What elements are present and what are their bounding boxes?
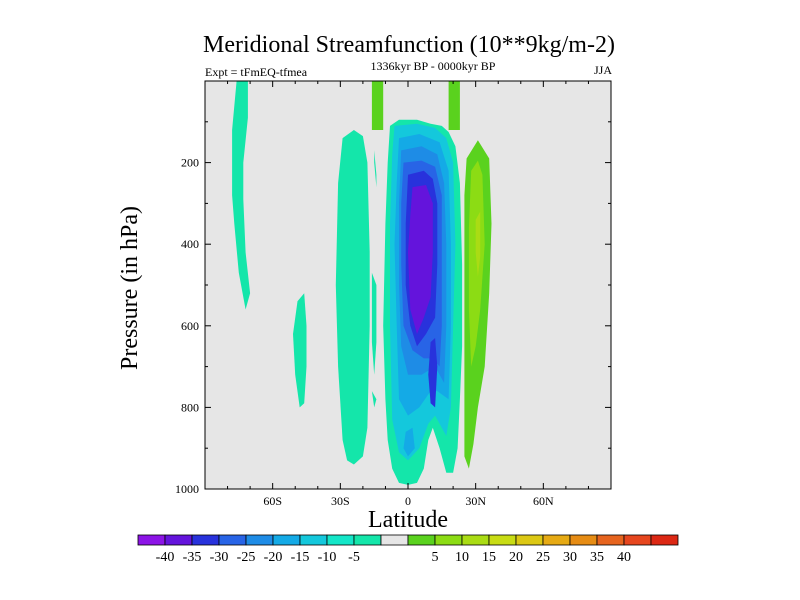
contour-region xyxy=(293,293,307,408)
x-tick-label: 30S xyxy=(331,494,350,508)
colorbar-swatch xyxy=(164,534,193,546)
colorbar-label: -35 xyxy=(183,550,202,565)
y-tick-label: 800 xyxy=(181,400,199,414)
x-tick-label: 60N xyxy=(533,494,554,508)
colorbar-swatch xyxy=(407,534,436,546)
colorbar-swatch xyxy=(272,534,301,546)
colorbar-swatch xyxy=(218,534,247,546)
y-tick-label: 200 xyxy=(181,156,199,170)
contour-region xyxy=(408,185,433,334)
colorbar-swatch xyxy=(488,534,517,546)
contour-region xyxy=(428,338,438,408)
colorbar-swatch xyxy=(326,534,355,546)
contour-region xyxy=(403,427,415,457)
colorbar-swatch xyxy=(299,534,328,546)
colorbar-swatch xyxy=(380,534,409,546)
colorbar-label: -20 xyxy=(264,550,283,565)
contour-regions xyxy=(232,81,492,485)
colorbar-label: -15 xyxy=(291,550,310,565)
x-axis-label: Latitude xyxy=(368,507,448,533)
colorbar-label: -40 xyxy=(156,550,175,565)
season-label: JJA xyxy=(594,63,612,77)
colorbar-label: 15 xyxy=(482,550,496,565)
contour-region xyxy=(335,130,370,465)
contour-region xyxy=(371,391,377,408)
contour-region xyxy=(374,150,377,188)
colorbar: -40 -35 -30 -25 -20 -15 -10 -5 5 10 15 20 25 30 35 40 xyxy=(137,534,679,565)
x-tick-label: 30N xyxy=(465,494,486,508)
colorbar-label: 25 xyxy=(536,550,550,565)
colorbar-swatch xyxy=(434,534,463,546)
colorbar-swatch xyxy=(137,534,166,546)
y-axis-label: Pressure (in hPa) xyxy=(117,206,143,370)
colorbar-swatch xyxy=(515,534,544,546)
colorbar-swatch xyxy=(596,534,625,546)
contour-region xyxy=(232,81,251,310)
x-tick-label: 0 xyxy=(405,494,411,508)
contour-region xyxy=(448,81,460,130)
chart-title: Meridional Streamfunction (10**9kg/m-2) xyxy=(203,32,615,58)
colorbar-label: -25 xyxy=(237,550,256,565)
y-tick-label: 1000 xyxy=(175,482,199,496)
colorbar-swatch xyxy=(542,534,571,546)
contour-region xyxy=(371,81,384,130)
y-tick-label: 400 xyxy=(181,237,199,251)
colorbar-swatch xyxy=(623,534,652,546)
colorbar-label: -5 xyxy=(348,550,360,565)
x-tick-label: 60S xyxy=(263,494,282,508)
colorbar-label: 30 xyxy=(563,550,577,565)
contour-region xyxy=(475,211,481,277)
colorbar-label: 35 xyxy=(590,550,604,565)
experiment-label: Expt = tFmEQ-tfmea xyxy=(205,65,308,79)
colorbar-label: 20 xyxy=(509,550,523,565)
colorbar-label: 40 xyxy=(617,550,631,565)
colorbar-label: 10 xyxy=(455,550,469,565)
colorbar-swatch xyxy=(569,534,598,546)
colorbar-label: 5 xyxy=(432,550,439,565)
contour-region xyxy=(371,272,377,375)
colorbar-swatch xyxy=(353,534,382,546)
colorbar-swatch xyxy=(650,534,679,546)
y-tick-label: 600 xyxy=(181,319,199,333)
y-axis-ticks: 200 400 600 800 1000 xyxy=(175,121,611,496)
period-label: 1336kyr BP - 0000kyr BP xyxy=(371,59,496,73)
colorbar-label: -10 xyxy=(318,550,337,565)
colorbar-label: -30 xyxy=(210,550,229,565)
colorbar-swatch xyxy=(191,534,220,546)
colorbar-swatch xyxy=(461,534,490,546)
colorbar-swatch xyxy=(245,534,274,546)
x-axis-ticks: 60S 30S 0 30N 60N xyxy=(227,81,589,508)
